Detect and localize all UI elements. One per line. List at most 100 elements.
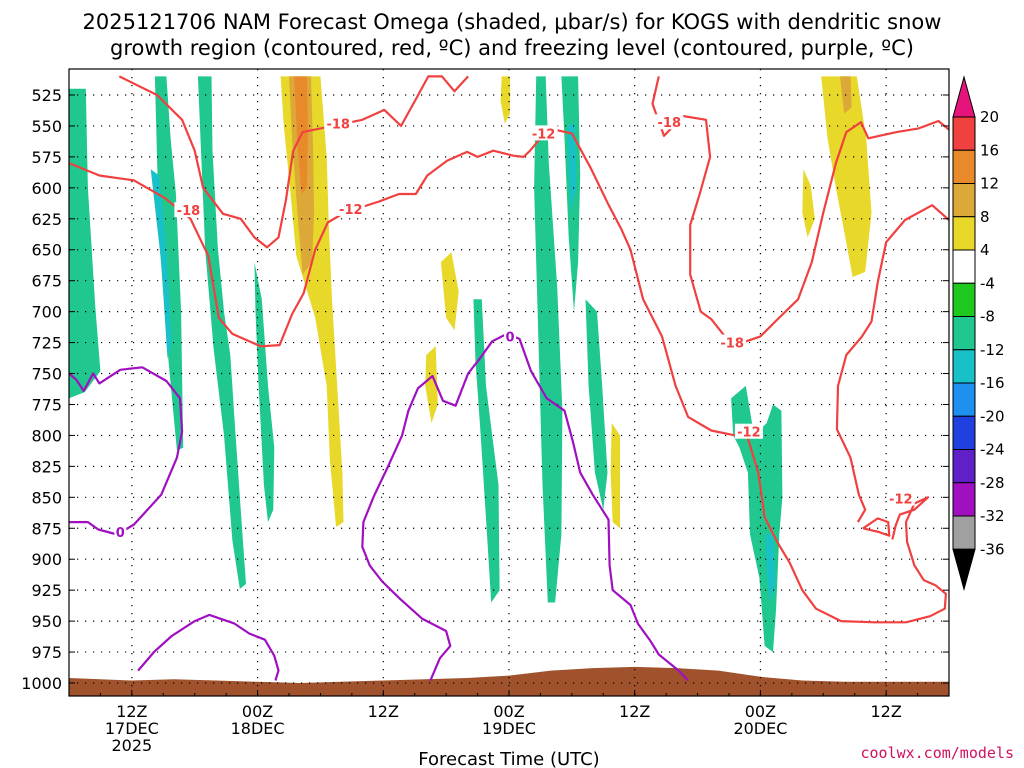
y-tick-label-850: 850: [31, 488, 62, 507]
contour-label-3: -18: [720, 337, 744, 352]
omega-shading-layer: [69, 76, 872, 653]
chart-title-line2: growth region (contoured, red, ºC) and f…: [110, 36, 914, 60]
colorbar-bin-5: [952, 249, 976, 284]
x-tick-label-4-0: 12Z: [619, 702, 650, 721]
x-tick-label-2-0: 12Z: [368, 702, 399, 721]
colorbar-label-9: -20: [980, 407, 1005, 425]
colorbar-bin-4: [952, 216, 976, 251]
contour-layer: [69, 75, 949, 682]
contour-label-5: -12: [532, 127, 556, 142]
colorbar-label-10: -24: [980, 441, 1005, 459]
y-axis: 525 550 575 600 625 650 675 700 725 750 775 800 825 8…: [21, 86, 949, 693]
purple-contour-1: [137, 613, 280, 681]
colorbar-label-2: 12: [980, 175, 999, 193]
x-tick-label-0-1: 17DEC: [105, 719, 159, 738]
red-contour-1: [651, 76, 949, 344]
y-tick-label-950: 950: [31, 612, 62, 631]
contour-label-bg-9: [504, 328, 517, 344]
x-tick-label-1-0: 00Z: [242, 702, 273, 721]
y-tick-label-725: 725: [31, 334, 62, 353]
credit-text: coolwx.com/models: [860, 744, 1014, 762]
y-tick-label-625: 625: [31, 210, 62, 229]
contour-label-0: -18: [177, 204, 201, 219]
contour-label-bg-0: [174, 202, 203, 218]
omega-region-14: [567, 123, 576, 213]
contour-label-bg-4: [336, 200, 365, 216]
colorbar-bin-12: [952, 482, 976, 517]
omega-region-0: [123, 76, 184, 451]
y-tick-label-675: 675: [31, 272, 62, 291]
y-tick-label-1000: 1000: [21, 674, 62, 693]
y-tick-label-825: 825: [31, 457, 62, 476]
colorbar-bin-9: [952, 382, 976, 417]
colorbar-label-11: -28: [980, 474, 1005, 492]
y-tick-label-550: 550: [31, 117, 62, 136]
contour-label-6: -12: [737, 426, 761, 441]
plot-background: [69, 69, 949, 696]
colorbar-label-13: -36: [980, 540, 1005, 558]
purple-contour-0: [69, 366, 184, 536]
contour-label-bg-1: [324, 115, 353, 131]
colorbar-bin-7: [952, 316, 976, 351]
colorbar: 20 16 12 8 4 -4 -8 -12 -16 -20 -24 -28 -32 -36: [952, 75, 1005, 592]
colorbar-label-4: 4: [980, 241, 990, 259]
red-contour-3: [835, 204, 949, 523]
contour-label-2: -18: [658, 116, 682, 131]
omega-region-15: [585, 299, 608, 510]
colorbar-bin-11: [952, 449, 976, 484]
contour-label-bg-5: [529, 125, 558, 141]
omega-region-4: [254, 262, 275, 523]
y-tick-label-575: 575: [31, 148, 62, 167]
contour-label-7: -12: [889, 493, 913, 508]
y-tick-label-700: 700: [31, 303, 62, 322]
y-tick-label-875: 875: [31, 519, 62, 538]
omega-region-19: [802, 169, 815, 238]
omega-region-9: [425, 346, 438, 423]
y-tick-label-800: 800: [31, 426, 62, 445]
contour-label-layer: -18 -18 -18 -18 -12 -12 -12 -12 0 0: [114, 114, 915, 541]
contour-label-8: 0: [116, 526, 125, 541]
x-tick-label-5-1: 20DEC: [733, 719, 787, 738]
colorbar-label-6: -8: [980, 308, 995, 326]
colorbar-label-8: -16: [980, 374, 1005, 392]
colorbar-label-5: -4: [980, 274, 995, 292]
x-tick-label-1-1: 18DEC: [231, 719, 285, 738]
y-tick-label-750: 750: [31, 365, 62, 384]
purple-contour-2: [361, 332, 689, 682]
colorbar-bin-3: [952, 183, 976, 218]
colorbar-bin-13: [952, 515, 976, 550]
colorbar-bin-6: [952, 282, 976, 317]
red-contour-2: [69, 127, 947, 624]
contour-label-4: -12: [339, 203, 363, 218]
colorbar-label-7: -12: [980, 341, 1005, 359]
colorbar-label-1: 16: [980, 141, 999, 159]
contour-label-bg-7: [886, 490, 915, 506]
red-contour-0: [118, 75, 469, 249]
contour-label-bg-3: [718, 334, 747, 350]
red-contour-4: [862, 517, 891, 537]
omega-region-10: [500, 76, 510, 124]
contour-label-bg-2: [655, 114, 684, 130]
omega-region-18: [765, 534, 776, 603]
colorbar-label-3: 8: [980, 208, 990, 226]
chart-title-line1: 2025121706 NAM Forecast Omega (shaded, μ…: [83, 10, 942, 34]
colorbar-label-12: -32: [980, 507, 1005, 525]
x-tick-label-0-0: 12Z: [116, 702, 147, 721]
omega-region-12: [534, 76, 563, 603]
colorbar-bin-2: [952, 149, 976, 184]
y-tick-label-650: 650: [31, 241, 62, 260]
x-tick-label-6-0: 12Z: [870, 702, 901, 721]
plot-area: -18 -18 -18 -18 -12 -12 -12 -12 0 0: [68, 68, 950, 697]
terrain-fill: [69, 666, 949, 696]
colorbar-bin-8: [952, 349, 976, 384]
y-tick-label-525: 525: [31, 86, 62, 105]
x-tick-label-0-2: 2025: [111, 736, 152, 755]
y-tick-label-775: 775: [31, 395, 62, 414]
contour-label-bg-8: [114, 523, 127, 539]
y-tick-label-600: 600: [31, 179, 62, 198]
x-tick-label-3-0: 00Z: [493, 702, 524, 721]
x-axis-title: Forecast Time (UTC): [418, 749, 599, 768]
y-tick-label-900: 900: [31, 550, 62, 569]
colorbar-label-0: 20: [980, 108, 999, 126]
